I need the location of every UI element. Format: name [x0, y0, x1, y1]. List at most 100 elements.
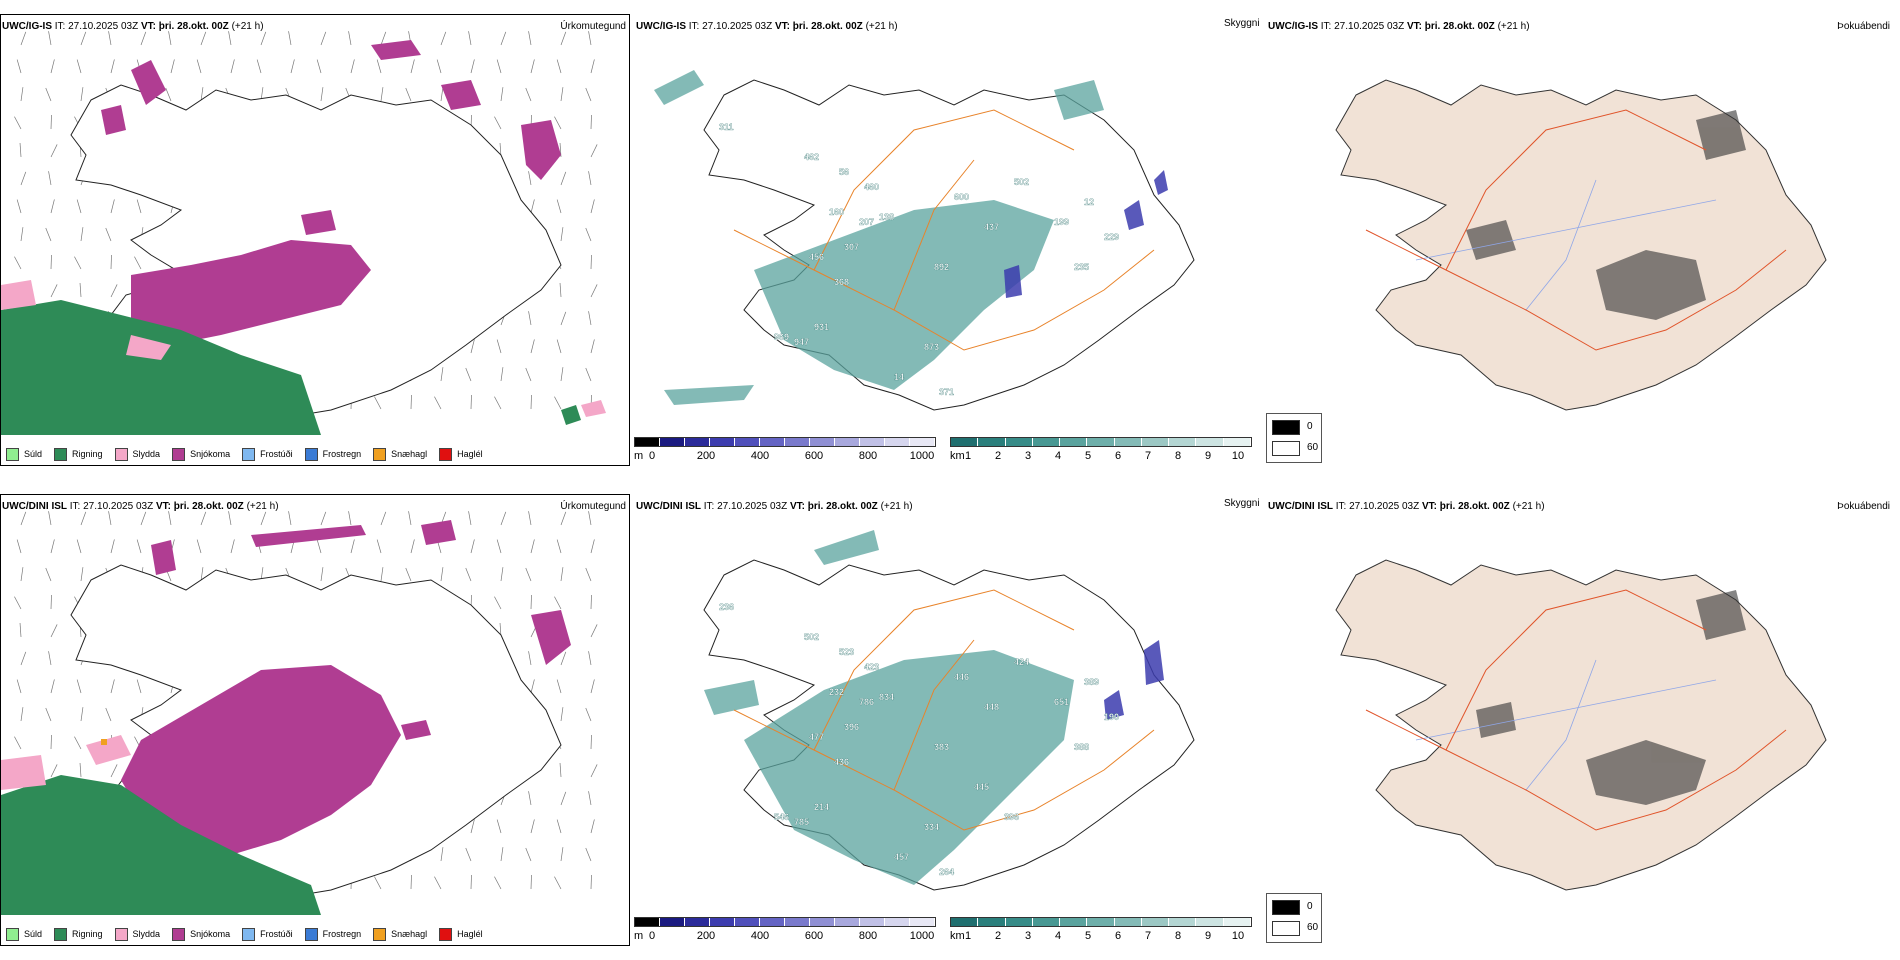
wind-barb [381, 32, 386, 45]
colorbar-segment [978, 438, 1005, 446]
wind-barb [409, 511, 411, 525]
wind-barb [586, 228, 591, 241]
colorbar-segment [978, 918, 1005, 926]
cloud-base-value: 873 [924, 342, 939, 352]
cloud-base-value: 462 [804, 152, 819, 162]
wind-barb [197, 60, 201, 73]
cloud-base-value: 214 [814, 802, 829, 812]
fog-indicator-panel: UWC/IG-IS IT: 27.10.2025 03Z VT: þri. 28… [1266, 10, 1900, 470]
colorbar-tick-label: 1 [965, 930, 971, 942]
cloud-base-value: 523 [839, 647, 854, 657]
colorbar-segment [785, 438, 810, 446]
wind-barb [557, 340, 561, 353]
legend-swatch [242, 448, 255, 461]
colorbar-segment [835, 918, 860, 926]
colorbar-segment [735, 918, 760, 926]
cloud-base-value: 892 [934, 262, 949, 272]
wind-barb [351, 59, 354, 73]
colorbar-segment [710, 918, 735, 926]
wind-barb [289, 511, 291, 525]
wind-barb [351, 539, 354, 553]
wind-barb [471, 59, 474, 73]
colorbar-tick-label: 0 [649, 930, 655, 942]
precip-legend-item: Haglél [439, 448, 483, 461]
hail-areas [101, 739, 107, 745]
wind-barb [406, 88, 411, 101]
wind-barb [561, 227, 563, 241]
wind-barb [501, 87, 503, 101]
wind-barb [381, 567, 383, 581]
colorbar-segment [1033, 918, 1060, 926]
panel-variable-label: Úrkomutegund [560, 21, 626, 32]
wind-barb [46, 88, 51, 101]
precip-type-panel: UWC/DINI ISL IT: 27.10.2025 03Z VT: þri.… [0, 490, 632, 950]
legend-swatch [373, 928, 386, 941]
wind-barb [317, 60, 321, 73]
colorbar-segment [685, 918, 710, 926]
wind-barb [526, 848, 531, 861]
colorbar-segment [660, 918, 685, 926]
precip-legend-item: Súld [6, 928, 42, 941]
wind-barb [80, 763, 81, 777]
wind-barb [441, 32, 446, 45]
cloud-base-value: 311 [719, 122, 734, 132]
wind-barb [494, 597, 501, 609]
wind-barb [46, 228, 51, 241]
wind-barb [20, 623, 21, 637]
wind-barb [589, 171, 591, 185]
colorbar-tick-label: 5 [1085, 450, 1091, 462]
cloud-base-value: 969 [774, 332, 789, 342]
precip-legend-item: Rigning [54, 928, 103, 941]
panel-title: UWC/DINI ISL IT: 27.10.2025 03Z VT: þri.… [2, 501, 279, 512]
colorbar-segment [1224, 918, 1251, 926]
colorbar-segment [835, 438, 860, 446]
wind-barb [554, 597, 561, 609]
cloud-base-value: 371 [939, 387, 954, 397]
precip-legend-item: Slydda [115, 448, 161, 461]
wind-barb [497, 820, 501, 833]
legend-swatch [172, 448, 185, 461]
wind-barb [531, 819, 534, 833]
colorbar-tick-label: 800 [859, 450, 877, 462]
wind-barb [529, 511, 531, 525]
wind-barb [560, 763, 561, 777]
wind-barb [21, 707, 23, 721]
colorbar-tick-label: 10 [1232, 930, 1244, 942]
colorbar-tick-label: 1 [965, 450, 971, 462]
colorbar-tick-label: 1000 [910, 930, 934, 942]
wind-barb [561, 172, 566, 185]
colorbar-segment [1115, 438, 1142, 446]
wind-barb [591, 59, 594, 73]
wind-barb [589, 651, 591, 665]
precip-map-frame [0, 494, 630, 946]
colorbar-segment [885, 438, 910, 446]
precip-legend-item: Súld [6, 448, 42, 461]
legend-swatch [115, 928, 128, 941]
wind-barb [591, 284, 597, 297]
colorbar-tick-label: 5 [1085, 930, 1091, 942]
wind-barb [109, 511, 111, 525]
wind-barb [526, 88, 531, 101]
wind-barb [51, 539, 54, 553]
legend-swatch [54, 448, 67, 461]
wind-barb [77, 680, 81, 693]
wind-barb [591, 764, 597, 777]
wind-barb [589, 791, 591, 805]
cloud-base-value: 834 [879, 692, 894, 702]
colorbar-segment [635, 918, 660, 926]
colorbar-segment [1224, 438, 1251, 446]
wind-barb [231, 59, 234, 73]
colorbar-tick-label: 400 [751, 930, 769, 942]
iceland-landmass [1336, 560, 1826, 890]
cloud-base-value: 423 [864, 662, 879, 672]
wind-barb [501, 847, 503, 861]
colorbar-segment [810, 918, 835, 926]
wind-barb [469, 511, 471, 525]
wind-barb [469, 31, 471, 45]
wind-barb [321, 512, 326, 525]
wind-barb [586, 368, 591, 381]
wind-barb [529, 31, 531, 45]
wind-barb [51, 144, 57, 157]
wind-barb [21, 172, 26, 185]
